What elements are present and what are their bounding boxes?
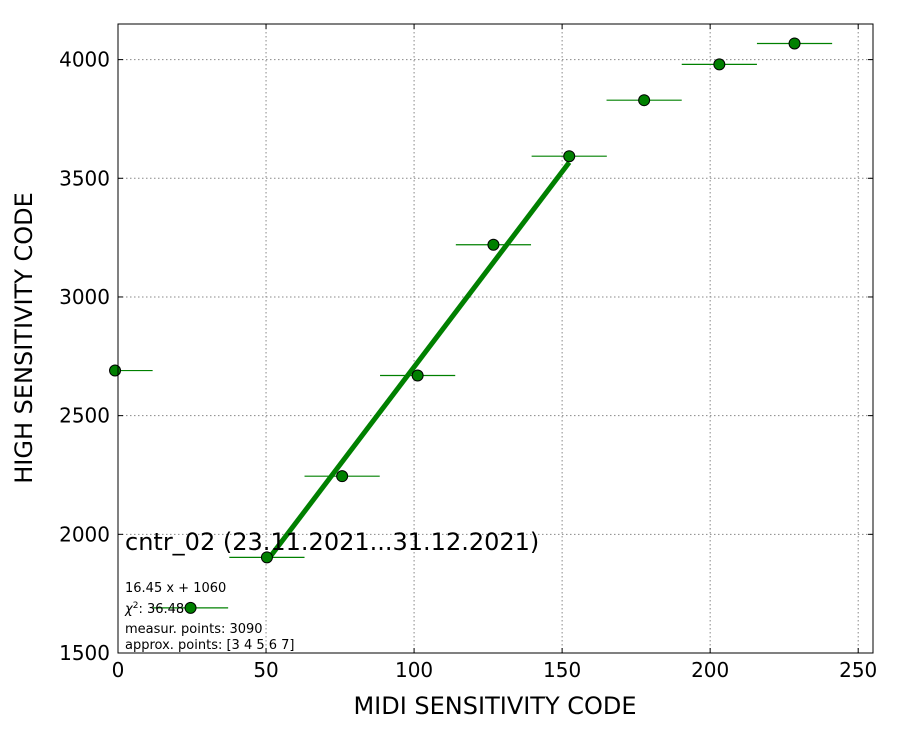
- approx-points-label: approx. points: [3 4 5 6 7]: [125, 638, 295, 653]
- data-point: [788, 37, 801, 50]
- chi2-label: χ2: 36.48: [124, 601, 184, 617]
- data-series: [109, 37, 833, 614]
- data-point: [487, 238, 500, 251]
- fit-equation-label: 16.45 x + 1060: [125, 581, 226, 596]
- data-point: [713, 58, 726, 71]
- x-tick-label: 200: [691, 658, 729, 682]
- data-point: [109, 364, 122, 377]
- y-tick-label: 3500: [59, 166, 110, 190]
- axis-ticks: 0 50 100 150 200 250 1500 2000 2500 3000 3500 4000: [59, 24, 877, 682]
- x-axis-title: MIDI SENSITIVITY CODE: [353, 692, 636, 720]
- y-tick-label: 3000: [59, 285, 110, 309]
- y-tick-label: 2500: [59, 404, 110, 428]
- x-tick-label: 250: [839, 658, 877, 682]
- x-tick-label: 150: [543, 658, 581, 682]
- data-point: [260, 551, 273, 564]
- annotations: cntr_02 (23.11.2021...31.12.2021) 16.45 …: [124, 528, 539, 653]
- y-tick-label: 2000: [59, 522, 110, 546]
- measur-points-label: measur. points: 3090: [125, 622, 263, 637]
- data-point: [411, 369, 424, 382]
- data-point: [184, 601, 197, 614]
- data-point: [563, 150, 576, 163]
- data-point: [336, 470, 349, 483]
- chart-annotation-title: cntr_02 (23.11.2021...31.12.2021): [125, 528, 539, 556]
- x-tick-label: 100: [395, 658, 433, 682]
- fit-line: [264, 160, 572, 563]
- data-point: [638, 94, 651, 107]
- x-tick-label: 0: [112, 658, 125, 682]
- y-tick-label: 4000: [59, 48, 110, 72]
- x-tick-label: 50: [253, 658, 278, 682]
- grid: [117, 24, 873, 654]
- plot-frame: [117, 23, 874, 654]
- y-tick-label: 1500: [59, 641, 110, 665]
- y-axis-title: HIGH SENSITIVITY CODE: [10, 192, 38, 484]
